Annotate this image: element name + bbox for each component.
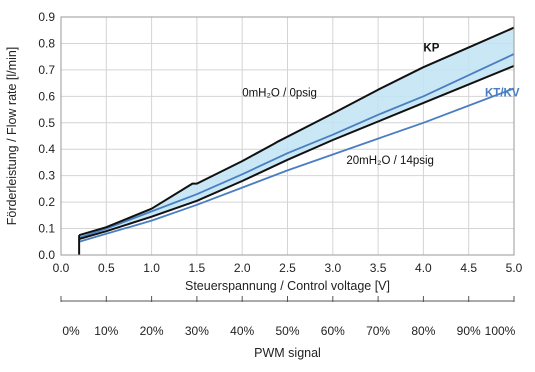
y-tick-label: 0.3 [38, 169, 55, 183]
pwm-axis-title: PWM signal [254, 346, 321, 360]
y-tick-label: 0.7 [38, 63, 55, 77]
x-tick-label: 0.0 [53, 261, 70, 275]
x-tick-label: 1.5 [189, 261, 206, 275]
pwm-tick-label: 80% [411, 324, 435, 338]
x-tick-label: 3.5 [370, 261, 387, 275]
y-tick-label: 0.0 [38, 248, 55, 262]
y-tick-label: 0.2 [38, 195, 55, 209]
x-tick-label: 3.0 [324, 261, 341, 275]
kp-range-band [79, 27, 514, 240]
series-line-1 [78, 64, 515, 241]
y-tick-label: 0.8 [38, 36, 55, 50]
pwm-tick-label: 30% [185, 324, 209, 338]
y-tick-label: 0.4 [38, 142, 55, 156]
plot-frame [60, 16, 515, 256]
pwm-tick-label: 60% [321, 324, 345, 338]
series-line-2 [78, 53, 515, 239]
series-line-3 [78, 87, 515, 243]
ann-0mh2o: 0mH₂O / 0psig [242, 87, 317, 99]
y-tick-label: 0.9 [38, 10, 55, 24]
y-tick-label: 0.5 [38, 116, 55, 130]
pwm-tick-label: 40% [230, 324, 254, 338]
x-tick-label: 1.0 [143, 261, 160, 275]
pwm-tick-label: 10% [94, 324, 118, 338]
x-axis-title: Steuerspannung / Control voltage [V] [185, 279, 390, 293]
pwm-tick-label: 50% [275, 324, 299, 338]
ann-ktkv: KT/KV [485, 87, 520, 99]
x-tick-label: 2.0 [234, 261, 251, 275]
ann-20mh2o: 20mH₂O / 14psig [346, 155, 434, 167]
ann-kp: KP [423, 42, 439, 54]
x-tick-label: 5.0 [506, 261, 523, 275]
y-tick-label: 0.1 [38, 222, 55, 236]
x-tick-label: 0.5 [98, 261, 115, 275]
x-tick-label: 4.0 [415, 261, 432, 275]
pwm-tick-label: 70% [366, 324, 390, 338]
x-tick-label: 2.5 [279, 261, 296, 275]
y-tick-label: 0.6 [38, 89, 55, 103]
pwm-tick-label: 100% [485, 324, 516, 338]
x-tick-label: 4.5 [460, 261, 477, 275]
pwm-tick-label: 0% [62, 324, 80, 338]
series-line-0 [78, 26, 515, 237]
y-axis-title: Förderleistung / Flow rate [l/min] [5, 47, 19, 226]
pwm-tick-label: 20% [140, 324, 164, 338]
pwm-tick-label: 90% [457, 324, 481, 338]
